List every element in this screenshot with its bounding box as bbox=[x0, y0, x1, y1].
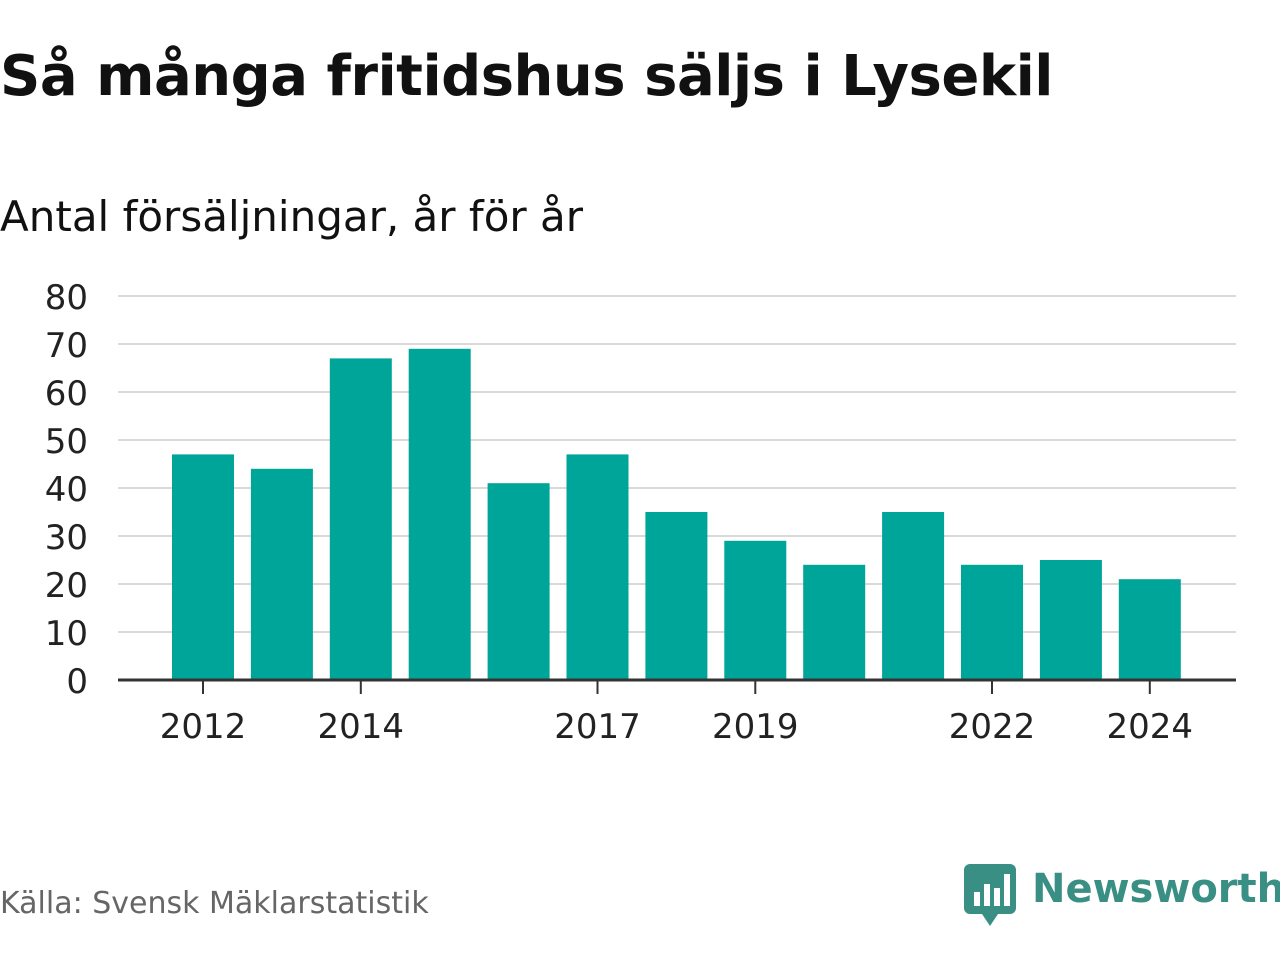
y-tick-labels: 0 10 20 30 40 50 60 70 80 bbox=[45, 278, 88, 702]
bars bbox=[172, 348, 1181, 680]
x-axis bbox=[118, 678, 1236, 694]
bar-2022 bbox=[961, 564, 1023, 680]
brand-name: Newsworthy bbox=[1032, 866, 1280, 912]
y-tick-label: 50 bbox=[45, 422, 88, 462]
bar-2013 bbox=[250, 468, 313, 680]
x-tick-labels: 2012 2014 2017 2019 2022 2024 bbox=[160, 707, 1193, 747]
bar-2012 bbox=[172, 454, 234, 680]
bar-2018 bbox=[645, 512, 708, 680]
bar-2016 bbox=[487, 483, 550, 680]
bar-chart-speech-bubble-icon bbox=[964, 864, 1016, 926]
newsworthy-logo: Newsworthy bbox=[964, 864, 1280, 926]
bar-2023 bbox=[1039, 560, 1102, 680]
chart-title: Så många fritidshus säljs i Lysekil bbox=[0, 44, 1053, 109]
x-tick-label: 2012 bbox=[160, 707, 247, 747]
y-tick-label: 0 bbox=[66, 662, 88, 702]
x-tick-label: 2014 bbox=[318, 707, 405, 747]
x-tick-label: 2017 bbox=[554, 707, 641, 747]
y-tick-label: 10 bbox=[45, 614, 88, 654]
bar-2017 bbox=[566, 454, 629, 680]
y-tick-label: 70 bbox=[45, 326, 88, 366]
y-tick-label: 30 bbox=[45, 518, 88, 558]
bar-2024 bbox=[1118, 579, 1181, 680]
source-note: Källa: Svensk Mäklarstatistik bbox=[0, 886, 429, 921]
x-tick-label: 2022 bbox=[949, 707, 1036, 747]
y-tick-label: 20 bbox=[45, 566, 88, 606]
y-tick-label: 40 bbox=[45, 470, 88, 510]
bar-2019 bbox=[724, 540, 787, 680]
y-tick-label: 60 bbox=[45, 374, 88, 414]
y-tick-label: 80 bbox=[45, 278, 88, 318]
x-tick-label: 2019 bbox=[712, 707, 799, 747]
bar-2021 bbox=[882, 512, 945, 680]
chart-subtitle: Antal försäljningar, år för år bbox=[0, 192, 584, 241]
x-tick-label: 2024 bbox=[1107, 707, 1194, 747]
bar-2014 bbox=[329, 358, 392, 680]
bar-2015 bbox=[408, 348, 471, 680]
bar-2020 bbox=[803, 564, 866, 680]
